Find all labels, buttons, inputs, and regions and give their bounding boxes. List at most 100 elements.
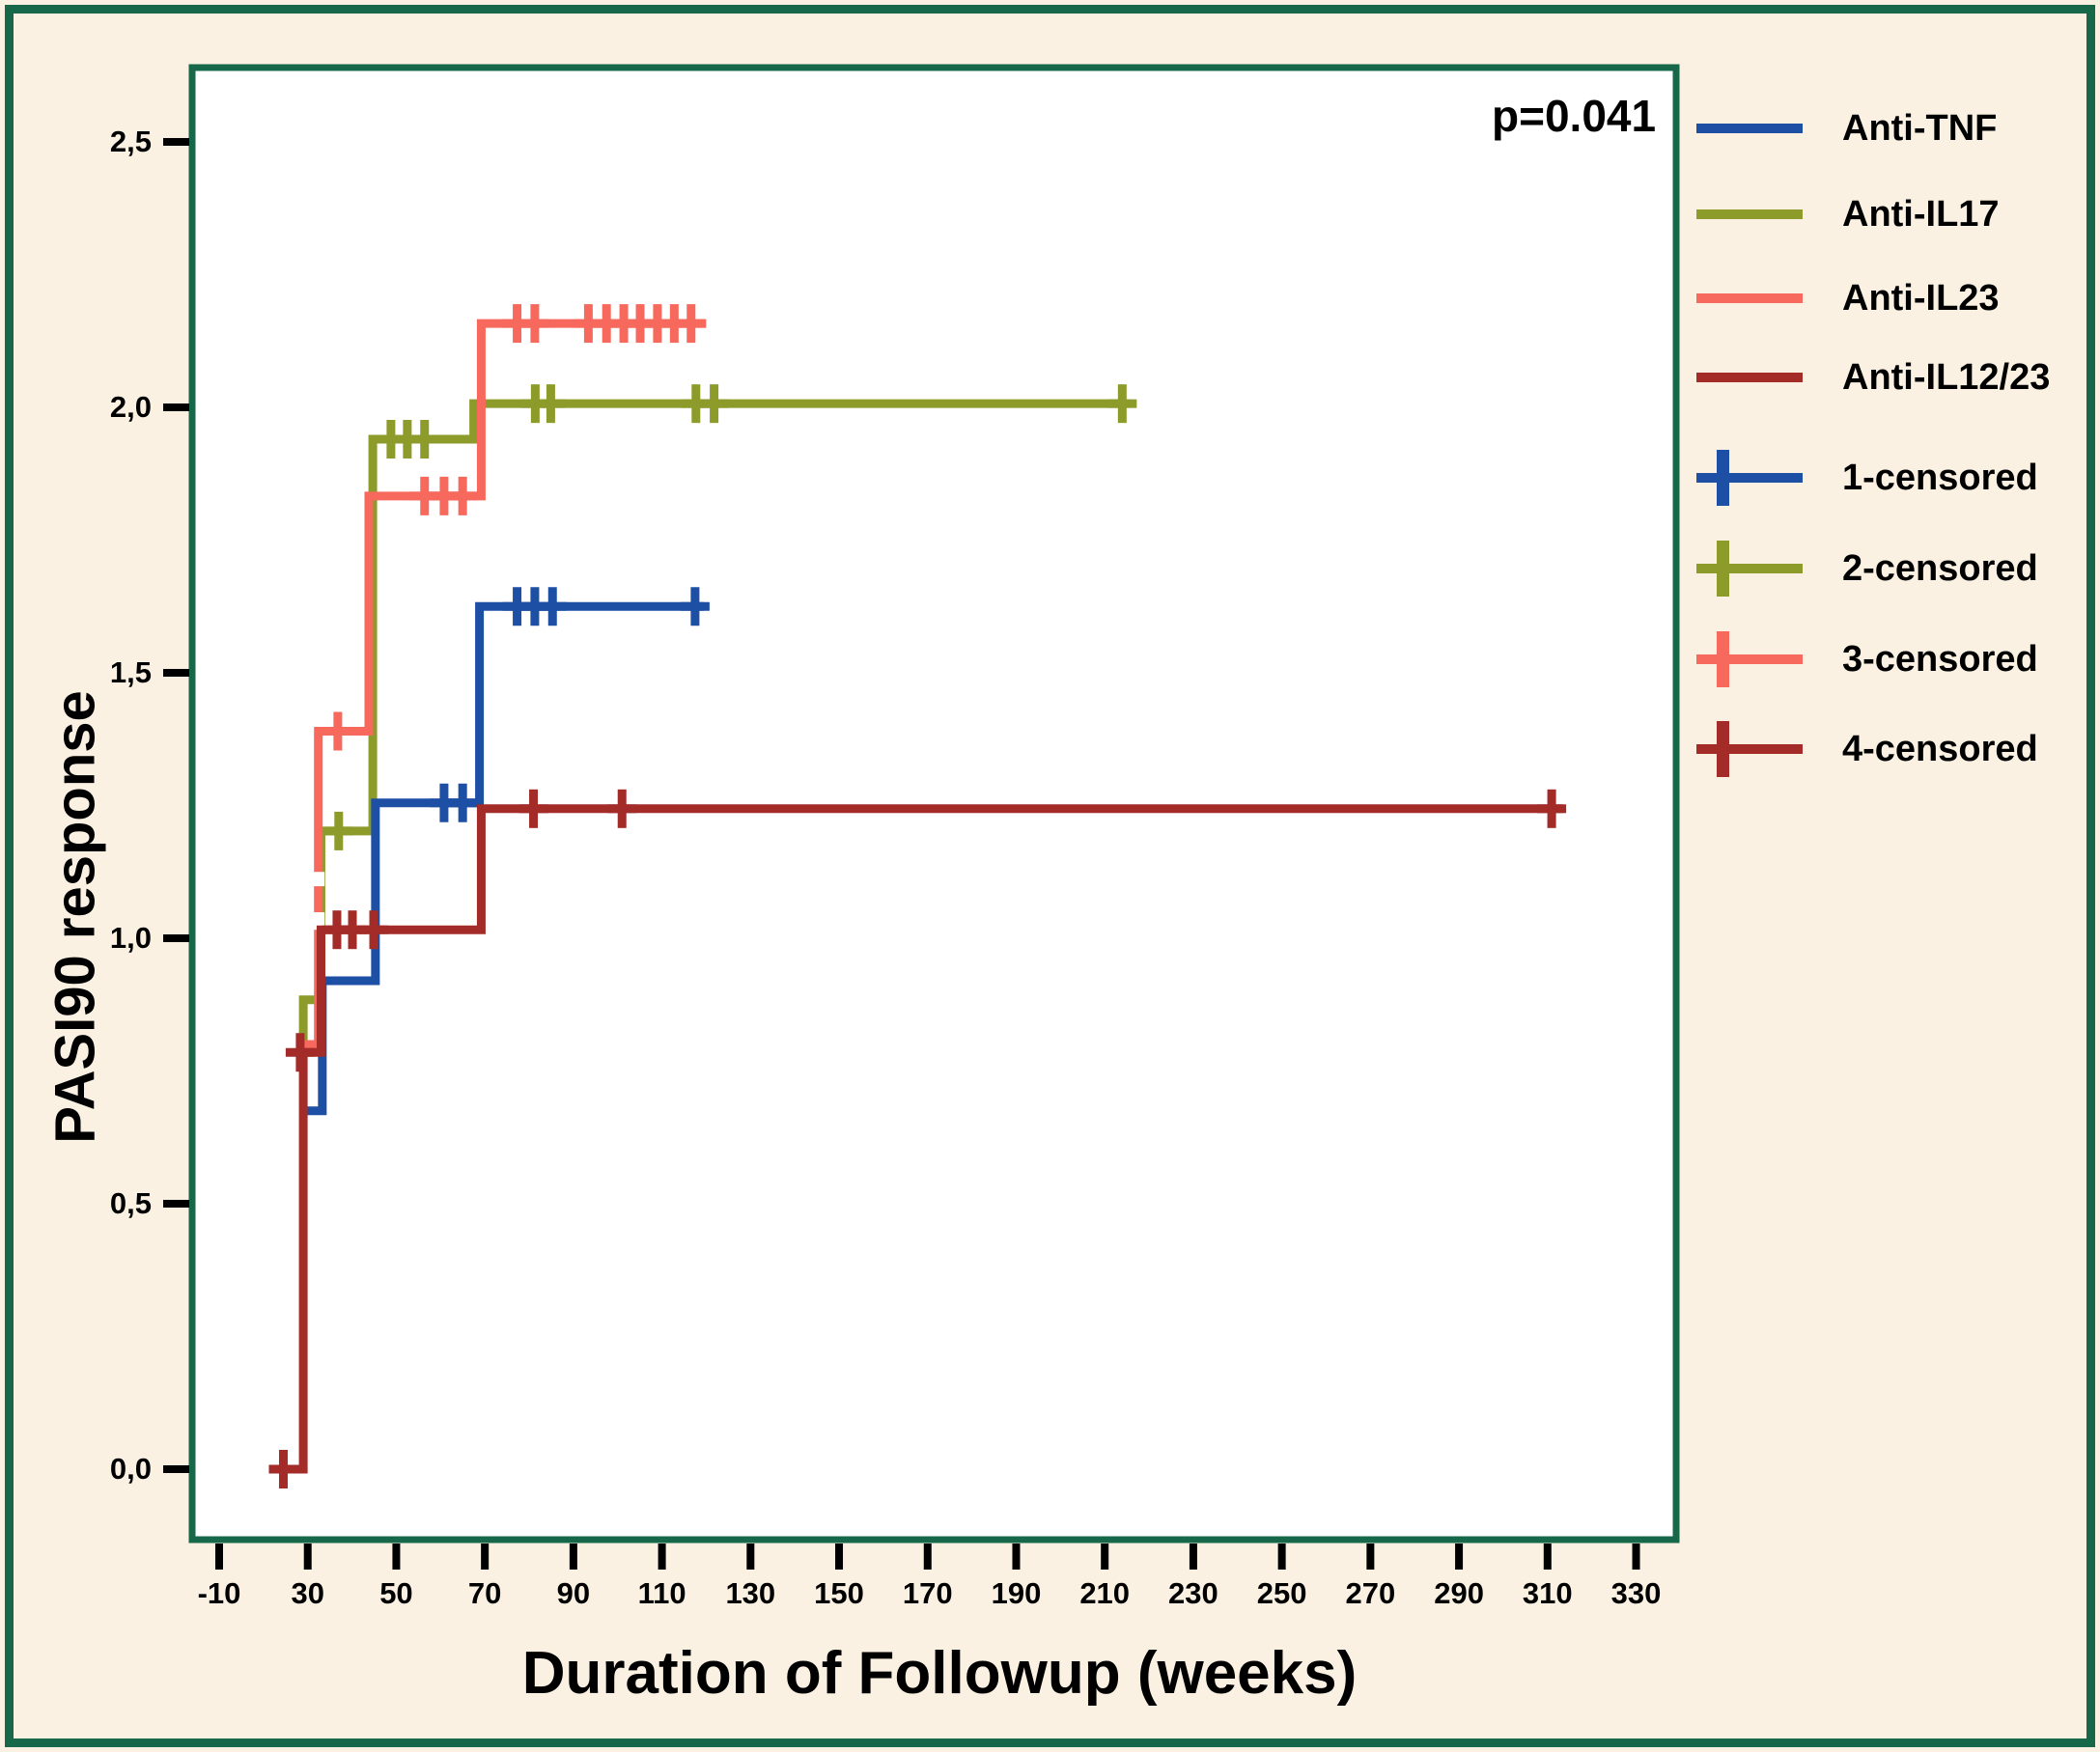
x-axis-tick — [481, 1543, 490, 1570]
censor-mark — [653, 304, 662, 344]
x-axis-title: Duration of Followup (weeks) — [521, 1640, 1358, 1707]
censor-mark — [619, 304, 629, 344]
x-tick-label: 230 — [1168, 1576, 1218, 1610]
x-tick-label: -10 — [197, 1576, 241, 1610]
legend-line-swatch — [1692, 348, 1817, 406]
censor-mark — [1547, 789, 1556, 828]
censor-mark — [348, 910, 357, 950]
y-tick-label: 0,5 — [109, 1186, 152, 1220]
legend-line-swatch — [1692, 185, 1817, 243]
x-tick-label: 330 — [1610, 1576, 1662, 1610]
legend-item-label: Anti-IL17 — [1842, 193, 2000, 235]
censor-mark — [332, 910, 342, 950]
legend-item-anti-il17: Anti-IL17 — [1692, 185, 2000, 243]
x-tick-label: 30 — [291, 1576, 324, 1610]
x-axis-tick — [215, 1543, 223, 1570]
censor-mark — [334, 811, 344, 850]
y-axis-tick — [163, 669, 189, 677]
y-axis-tick — [163, 403, 189, 411]
y-axis-tick — [163, 934, 189, 942]
censor-mark — [635, 304, 645, 344]
legend-item-label: Anti-TNF — [1842, 107, 1998, 149]
censor-mark — [458, 783, 467, 822]
y-tick-label: 1,5 — [109, 655, 152, 689]
censor-mark — [278, 1450, 288, 1488]
x-axis-tick — [1277, 1543, 1286, 1570]
censor-mark — [686, 304, 696, 344]
x-axis-tick — [923, 1543, 932, 1570]
x-tick-label: 130 — [725, 1576, 776, 1610]
censor-mark — [513, 304, 522, 344]
x-tick-label: 90 — [556, 1576, 591, 1610]
legend-line-swatch — [1692, 269, 1817, 327]
legend-item-4-censored: 4-censored — [1692, 720, 2038, 778]
x-axis-tick — [1189, 1543, 1197, 1570]
x-axis-tick — [658, 1543, 666, 1570]
legend-item-anti-il23: Anti-IL23 — [1692, 269, 2000, 327]
legend-item-label: 4-censored — [1842, 728, 2038, 769]
censor-mark — [403, 420, 412, 459]
legend-item-2-censored: 2-censored — [1692, 540, 2038, 598]
censor-mark — [295, 1033, 305, 1072]
censor-mark — [710, 384, 719, 424]
censor-mark — [458, 476, 467, 515]
legend-item-label: 3-censored — [1842, 638, 2038, 680]
censor-mark — [547, 587, 557, 626]
x-axis-tick — [1455, 1543, 1464, 1570]
y-axis-tick — [163, 1465, 189, 1473]
curve-anti-tnf — [302, 601, 705, 1116]
censor-mark — [1117, 384, 1127, 424]
censor-mark — [513, 587, 522, 626]
y-tick-label: 2,0 — [109, 390, 152, 424]
legend-item-3-censored: 3-censored — [1692, 630, 2038, 688]
censor-mark — [583, 304, 593, 344]
x-axis-tick — [1366, 1543, 1375, 1570]
legend-censored-swatch — [1692, 630, 1817, 688]
legend-censored-swatch — [1692, 720, 1817, 778]
censor-mark — [420, 476, 430, 515]
censor-mark — [530, 304, 540, 344]
y-tick-label: 0,0 — [109, 1452, 152, 1486]
curve-anti-il12-23 — [280, 804, 1563, 1474]
x-tick-label: 270 — [1345, 1576, 1396, 1610]
censor-mark — [439, 476, 449, 515]
censor-mark — [669, 304, 679, 344]
legend-line-swatch — [1692, 99, 1817, 157]
censor-mark — [420, 420, 430, 459]
x-tick-label: 70 — [467, 1576, 502, 1610]
x-axis-tick — [1543, 1543, 1552, 1570]
censor-mark — [602, 304, 611, 344]
censor-mark — [369, 910, 378, 950]
curve-dash-gap — [312, 872, 325, 887]
legend-item-label: Anti-IL23 — [1842, 277, 2000, 319]
x-axis-tick — [303, 1543, 312, 1570]
y-axis-tick — [163, 1200, 189, 1208]
x-tick-label: 250 — [1256, 1576, 1307, 1610]
x-tick-label: 170 — [902, 1576, 953, 1610]
legend-item-label: Anti-IL12/23 — [1842, 356, 2051, 398]
x-axis-tick — [1012, 1543, 1021, 1570]
x-tick-label: 310 — [1522, 1576, 1573, 1610]
censor-mark — [617, 789, 627, 828]
legend-item-anti-il12-23: Anti-IL12/23 — [1692, 348, 2050, 406]
x-tick-label: 50 — [379, 1576, 413, 1610]
censor-mark — [546, 384, 555, 424]
x-tick-label: 210 — [1079, 1576, 1131, 1610]
x-tick-label: 190 — [991, 1576, 1042, 1610]
legend-item-label: 2-censored — [1842, 547, 2038, 589]
y-axis-title: PASI90 response — [43, 690, 107, 1144]
x-axis-tick — [392, 1543, 401, 1570]
p-value-annotation: p=0.041 — [1492, 91, 1657, 141]
y-axis-tick — [163, 138, 189, 146]
legend-censored-swatch — [1692, 449, 1817, 507]
legend-item-label: 1-censored — [1842, 457, 2038, 498]
censor-mark — [386, 420, 396, 459]
x-axis-tick — [1632, 1543, 1640, 1570]
x-tick-label: 150 — [814, 1576, 864, 1610]
curve-dash-gap — [312, 912, 325, 931]
x-axis-tick — [1101, 1543, 1109, 1570]
legend-item-1-censored: 1-censored — [1692, 449, 2038, 507]
x-axis-tick — [835, 1543, 844, 1570]
